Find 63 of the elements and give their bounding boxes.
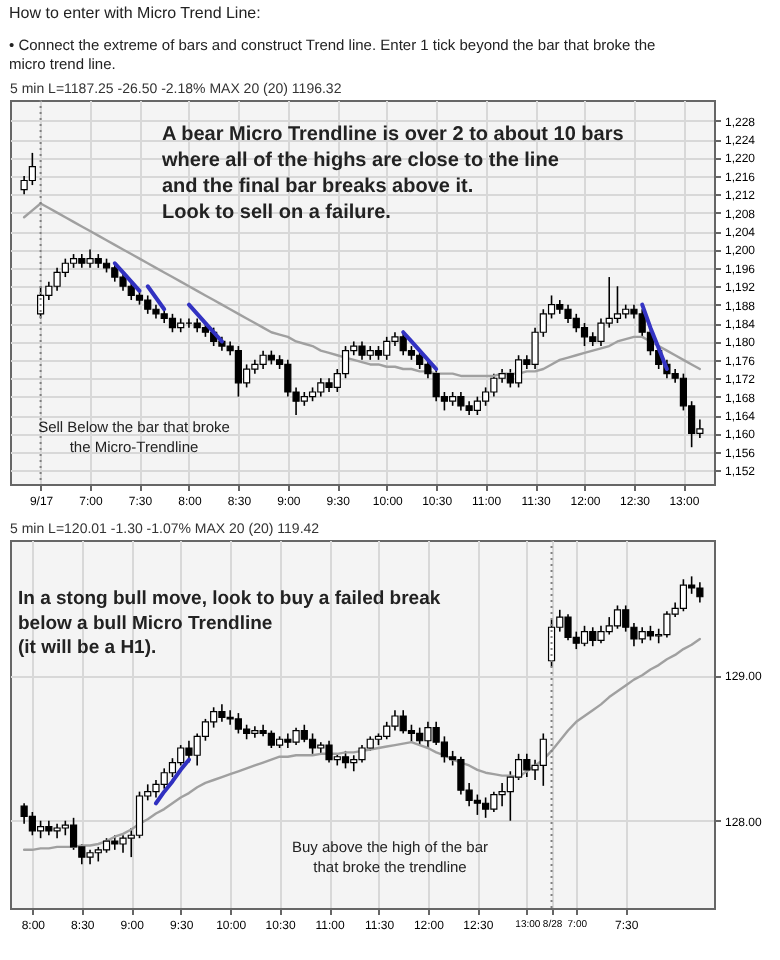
candlestick <box>308 732 317 755</box>
candlestick <box>317 377 325 398</box>
candlestick <box>440 735 449 764</box>
candlestick <box>523 753 531 778</box>
candlestick <box>259 349 267 370</box>
candlestick <box>613 285 622 324</box>
candlestick <box>391 709 399 732</box>
candlestick <box>135 790 144 839</box>
candlestick <box>424 721 432 749</box>
candlestick <box>210 706 218 729</box>
candlestick <box>86 248 94 269</box>
candlestick <box>663 610 671 639</box>
candlestick <box>341 345 350 380</box>
annotation: In a stong bull move, look to buy a failed break below a bull Micro Trendline (it will be a H1). <box>18 588 442 660</box>
candlestick <box>679 578 687 613</box>
line-series <box>153 757 191 806</box>
candlestick <box>177 744 185 767</box>
candlestick <box>160 767 168 790</box>
candlestick <box>580 625 589 647</box>
candlestick <box>622 604 630 633</box>
candlestick <box>234 712 242 735</box>
candlestick <box>325 739 333 764</box>
candlestick <box>383 336 391 361</box>
candlestick <box>473 395 481 416</box>
candlestick <box>234 345 242 398</box>
candlestick <box>53 267 61 292</box>
candlestick <box>168 313 177 334</box>
candlestick <box>28 152 36 186</box>
candlestick <box>482 386 490 407</box>
candlestick <box>564 613 572 642</box>
candlestick <box>28 811 36 837</box>
candlestick <box>514 354 523 389</box>
line-series <box>112 261 142 293</box>
candlestick <box>589 626 597 647</box>
candlestick <box>580 322 589 347</box>
candlestick <box>498 782 506 807</box>
annotation: A bear Micro Trendline is over 2 to about 10 bars where all of the highs are close to the line and the final bar breaks above it. Look to sell on a failure. <box>160 124 625 224</box>
candlestick <box>572 313 580 334</box>
candlestick <box>457 391 465 412</box>
candlestick <box>432 368 440 403</box>
candlestick <box>613 604 622 630</box>
candlestick <box>539 732 547 787</box>
candlestick <box>226 709 234 726</box>
candlestick <box>482 796 490 819</box>
candlestick <box>490 790 498 813</box>
candlestick <box>284 359 292 398</box>
line-series <box>640 302 669 372</box>
candlestick <box>399 709 407 735</box>
candlestick <box>358 340 366 361</box>
candlestick <box>696 581 704 604</box>
candlestick <box>144 294 152 315</box>
candlestick <box>350 754 358 773</box>
chart-title: How to enter with Micro Trend Line: <box>9 4 261 22</box>
candlestick <box>20 802 28 825</box>
candlestick <box>399 331 407 357</box>
candlestick <box>564 303 572 324</box>
candlestick <box>185 739 193 764</box>
line-series <box>401 330 439 372</box>
candlestick <box>473 793 481 816</box>
candlestick <box>69 817 78 851</box>
candlestick <box>284 732 292 749</box>
line-series <box>186 302 224 344</box>
candlestick <box>490 372 498 398</box>
